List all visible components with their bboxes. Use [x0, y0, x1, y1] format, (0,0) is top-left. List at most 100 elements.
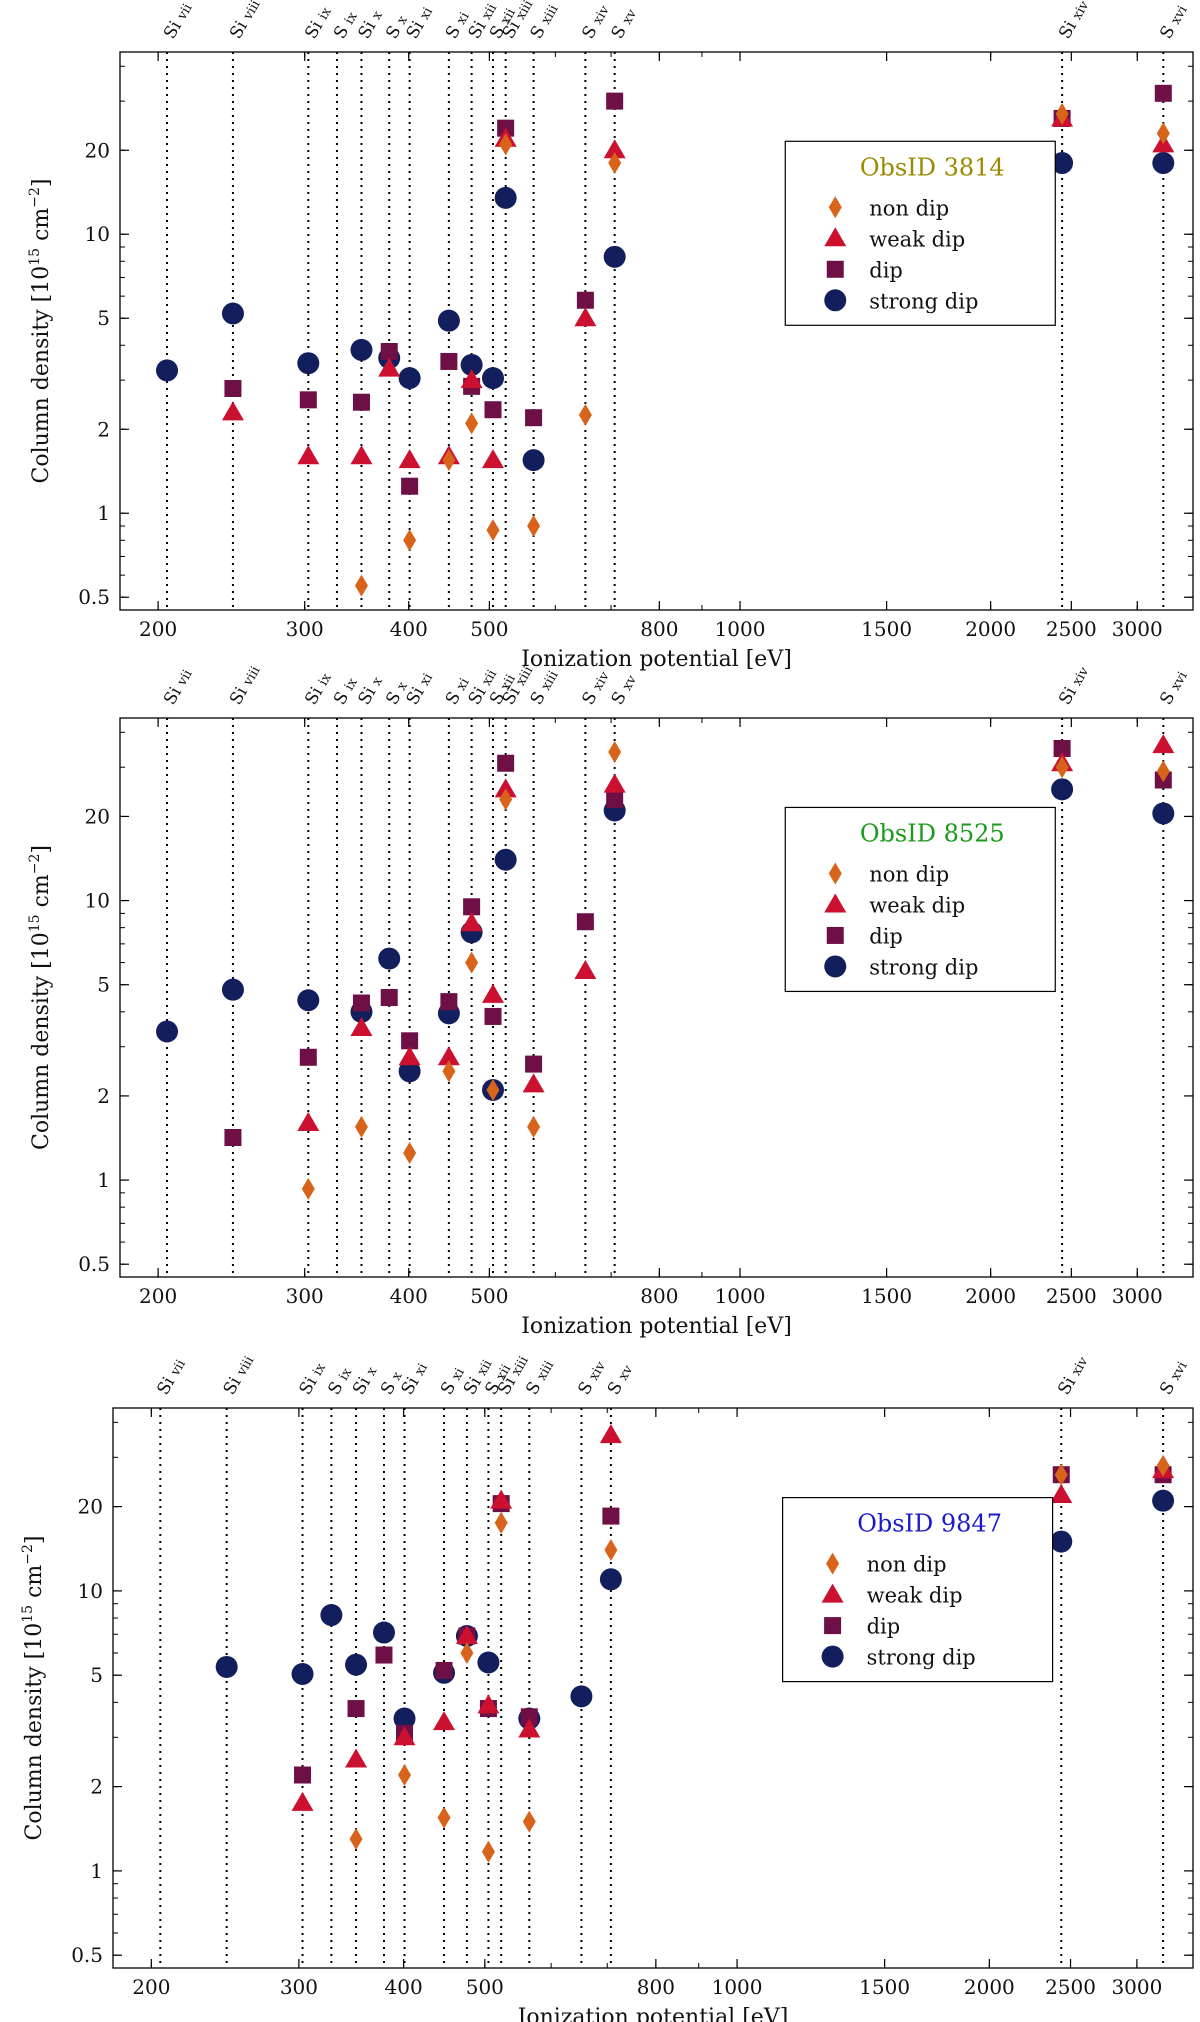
data-point-circle — [522, 449, 545, 472]
data-point-circle — [378, 947, 401, 970]
data-point-square — [435, 1661, 453, 1679]
x-tick-label: 800 — [640, 1284, 678, 1308]
data-point-triangle — [574, 307, 597, 327]
x-tick-label: 200 — [139, 1284, 177, 1308]
legend-marker-square — [826, 926, 844, 944]
data-point-diamond — [460, 1642, 474, 1665]
ion-stage: vii — [168, 1357, 189, 1379]
y-tick-label: 0.5 — [78, 585, 110, 609]
y-axis-label: Column density [1015 cm−2] — [20, 1536, 47, 1841]
data-point-diamond — [349, 1827, 363, 1850]
data-point-square — [380, 342, 398, 360]
legend-label: non dip — [869, 862, 949, 886]
y-axis-label: Column density [1015 cm−2] — [27, 179, 54, 484]
data-point-diamond — [437, 1806, 451, 1829]
ion-label: Si xi — [398, 1359, 432, 1398]
y-tick-label: 0.5 — [71, 1943, 103, 1967]
x-tick-label: 2500 — [1046, 1284, 1097, 1308]
x-tick-label: 3000 — [1112, 617, 1163, 641]
y-tick-label: 2 — [97, 417, 110, 441]
ion-stage: xii — [493, 1362, 514, 1383]
legend-label: strong dip — [869, 289, 978, 313]
data-point-circle — [1051, 778, 1074, 801]
legend-marker-circle — [821, 1645, 844, 1668]
legend-label: non dip — [867, 1553, 947, 1577]
y-tick-label: 5 — [90, 1663, 103, 1687]
ion-stage: xii — [479, 667, 500, 688]
x-tick-label: 400 — [390, 617, 428, 641]
ion-label: Si viii — [226, 0, 264, 42]
data-point-square — [375, 1646, 393, 1664]
ion-label: S xiv — [574, 1357, 610, 1399]
data-point-square — [299, 391, 317, 409]
legend-label: weak dip — [869, 227, 965, 251]
ion-label: Si ix — [301, 2, 336, 42]
legend-label: strong dip — [869, 955, 978, 979]
ion-label: S ix — [330, 673, 362, 708]
data-point-triangle — [494, 778, 517, 798]
ion-label: S ix — [330, 7, 362, 42]
x-tick-label: 1500 — [861, 617, 912, 641]
data-point-square — [440, 993, 458, 1011]
ion-label: Si x — [354, 672, 387, 708]
x-tick-label: 3000 — [1111, 1975, 1162, 1999]
data-point-triangle — [393, 1726, 416, 1746]
data-point-circle — [477, 1651, 500, 1674]
data-point-square — [484, 1007, 502, 1025]
x-tick-label: 200 — [139, 617, 177, 641]
legend-marker-square — [824, 1617, 842, 1635]
x-axis-label: Ionization potential [eV] — [521, 1314, 792, 1339]
data-point-circle — [398, 367, 421, 390]
data-point-circle — [297, 989, 320, 1012]
x-tick-label: 1000 — [715, 1284, 766, 1308]
legend-title: ObsID 8525 — [860, 819, 1005, 847]
data-point-circle — [398, 1060, 421, 1083]
data-point-triangle — [437, 1046, 460, 1066]
data-point-diamond — [442, 1060, 456, 1083]
data-point-diamond — [527, 515, 541, 538]
data-point-circle — [570, 1685, 593, 1708]
data-point-circle — [156, 1020, 179, 1043]
ion-label: Si vii — [160, 665, 196, 708]
data-point-square — [347, 1700, 365, 1718]
data-point-circle — [1152, 802, 1175, 825]
data-point-diamond — [354, 1115, 368, 1138]
data-point-square — [440, 352, 458, 370]
ion-label: Si x — [349, 1362, 382, 1398]
legend-marker-circle — [824, 955, 847, 978]
data-point-square — [520, 1708, 538, 1726]
legend-marker-diamond — [826, 1552, 840, 1575]
x-tick-label: 300 — [280, 1975, 318, 1999]
data-point-diamond — [1055, 102, 1069, 125]
data-point-triangle — [1152, 734, 1175, 754]
data-point-circle — [1152, 1489, 1175, 1512]
x-tick-label: 2500 — [1045, 1975, 1096, 1999]
data-point-diamond — [499, 788, 513, 811]
data-point-diamond — [465, 951, 479, 974]
data-point-diamond — [398, 1764, 412, 1787]
data-point-triangle — [477, 1694, 500, 1714]
data-point-square — [1154, 84, 1172, 102]
data-point-square — [294, 1766, 312, 1784]
data-point-square — [576, 291, 594, 309]
x-tick-label: 800 — [637, 1975, 675, 1999]
data-point-square — [352, 994, 370, 1012]
ion-label: Si xiv — [1055, 662, 1093, 708]
ion-label: S xiv — [578, 667, 614, 709]
data-point-triangle — [599, 1424, 622, 1444]
x-tick-label: 1500 — [861, 1284, 912, 1308]
x-tick-label: 1500 — [859, 1975, 910, 1999]
ion-stage: xii — [475, 1357, 496, 1378]
data-point-circle — [1050, 1530, 1073, 1553]
plot-frame — [119, 717, 1194, 1278]
data-point-triangle — [482, 983, 505, 1003]
legend-label: weak dip — [869, 893, 965, 917]
data-point-triangle — [433, 1711, 456, 1731]
y-tick-label: 10 — [85, 222, 110, 246]
legend: ObsID 3814 non dip weak dip dip strong dip — [784, 140, 1056, 326]
ion-stage: xii — [479, 1, 500, 22]
x-tick-label: 500 — [470, 1284, 508, 1308]
legend-label: dip — [869, 924, 903, 948]
y-tick-label: 1 — [97, 501, 110, 525]
